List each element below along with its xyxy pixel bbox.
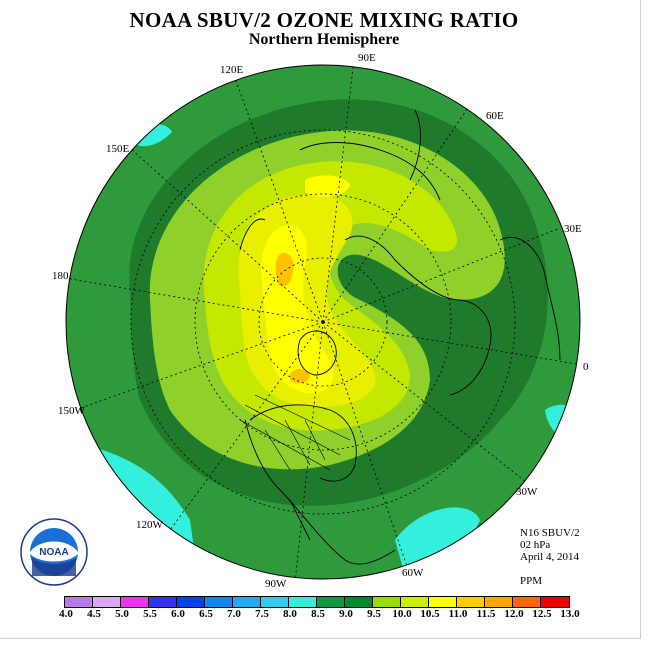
colorbar-tick-label: 11.0 xyxy=(448,608,468,620)
colorbar-swatch xyxy=(205,597,233,607)
coastline-europe xyxy=(344,235,492,396)
colorbar-tick-label: 11.5 xyxy=(476,608,496,620)
colorbar-tick-label: 8.0 xyxy=(283,608,297,620)
meridian-120w xyxy=(169,321,324,531)
colorbar-swatch xyxy=(541,597,569,607)
colorbar-swatch xyxy=(345,597,373,607)
meridian-90w xyxy=(294,321,324,579)
lon-label-90e: 90E xyxy=(358,52,376,64)
coastline-asia-north xyxy=(299,142,441,201)
figure-frame xyxy=(0,0,641,639)
band-11-0-b xyxy=(290,368,310,384)
latitude-circle-30 xyxy=(130,129,516,515)
logo-text: NOAA xyxy=(39,547,68,558)
lon-label-30e: 30E xyxy=(564,223,582,235)
colorbar-tick-label: 9.5 xyxy=(367,608,381,620)
colorbar-swatch xyxy=(121,597,149,607)
colorbar-tick-label: 12.5 xyxy=(532,608,552,620)
colorbar-tick-label: 6.5 xyxy=(199,608,213,620)
coastline-greenland xyxy=(297,330,337,376)
lon-label-120e: 120E xyxy=(220,64,244,76)
info-units: PPM xyxy=(520,575,543,587)
noaa-logo: NOAA xyxy=(16,518,92,591)
longitude-labels: 90E 60E 30E 0 30W 60W 90W 120W 150W 180 … xyxy=(52,52,589,590)
lon-label-150e: 150E xyxy=(106,143,130,155)
lon-label-90w: 90W xyxy=(265,578,287,590)
meridian-0 xyxy=(322,321,580,366)
coastline-central-america xyxy=(289,499,311,541)
colorbar-tick-label: 5.0 xyxy=(115,608,129,620)
colorbar-tick-label: 12.0 xyxy=(504,608,524,620)
colorbar-tick-label: 4.0 xyxy=(59,608,73,620)
page-title: NOAA SBUV/2 OZONE MIXING RATIO xyxy=(129,8,519,32)
colorbar-swatch xyxy=(149,597,177,607)
colorbar-swatch xyxy=(177,597,205,607)
coastline-india xyxy=(409,109,421,181)
meridian-180 xyxy=(66,277,324,323)
colorbar-swatch xyxy=(261,597,289,607)
noaa-emblem: NOAA xyxy=(20,518,88,586)
meridian-150w xyxy=(74,321,324,411)
meridian-120e xyxy=(234,77,324,323)
colorbar-tick-label: 10.5 xyxy=(420,608,440,620)
info-level: 02 hPa xyxy=(520,539,551,551)
colorbar-tick-label: 5.5 xyxy=(143,608,157,620)
colorbar-swatch xyxy=(233,597,261,607)
ozone-field xyxy=(66,65,580,579)
colorbar-tick-label: 13.0 xyxy=(560,608,580,620)
colorbar-swatch xyxy=(485,597,513,607)
meridian-60e xyxy=(322,104,471,323)
map-border xyxy=(65,64,581,580)
coastlines xyxy=(239,109,561,565)
lon-label-60e: 60E xyxy=(486,110,504,122)
colorbar-tick-label: 6.0 xyxy=(171,608,185,620)
coastline-alaska xyxy=(239,218,266,251)
lon-label-180: 180 xyxy=(52,270,69,282)
colorbar-swatch xyxy=(429,597,457,607)
coastline-north-america xyxy=(249,404,357,482)
us-grid xyxy=(239,394,351,471)
lon-label-60w: 60W xyxy=(402,567,424,579)
band-11-0-a xyxy=(275,253,294,287)
latitude-circle-70 xyxy=(258,257,388,387)
colorbar-ticks: 4.0 4.5 5.0 5.5 6.0 6.5 7.0 7.5 8.0 8.5 9.0 9.5 10.0… xyxy=(58,608,618,622)
latitude-circle-50 xyxy=(194,193,452,451)
colorbar-swatch xyxy=(93,597,121,607)
info-satellite: N16 SBUV/2 xyxy=(520,527,580,539)
coastline-africa-north xyxy=(499,237,561,361)
colorbar-swatch xyxy=(513,597,541,607)
graticule xyxy=(66,65,580,579)
lon-label-120w: 120W xyxy=(136,519,164,531)
coastline-americas xyxy=(244,419,396,565)
colorbar-swatch xyxy=(457,597,485,607)
colorbar-tick-label: 8.5 xyxy=(311,608,325,620)
colorbar-swatch xyxy=(289,597,317,607)
colorbar-swatch xyxy=(401,597,429,607)
colorbar-swatch xyxy=(317,597,345,607)
colorbar-tick-label: 10.0 xyxy=(392,608,412,620)
meridian-30w xyxy=(322,321,531,486)
lon-label-0: 0 xyxy=(583,361,589,373)
page-subtitle: Northern Hemisphere xyxy=(248,31,400,48)
lon-label-150w: 150W xyxy=(58,405,86,417)
colorbar xyxy=(64,596,570,608)
colorbar-tick-label: 9.0 xyxy=(339,608,353,620)
colorbar-tick-label: 4.5 xyxy=(87,608,101,620)
colorbar-tick-label: 7.0 xyxy=(227,608,241,620)
meridian-150e xyxy=(129,147,324,323)
grid-lines xyxy=(239,394,351,471)
colorbar-tick-label: 7.5 xyxy=(255,608,269,620)
info-date: April 4, 2014 xyxy=(520,551,579,563)
cyan-region-s xyxy=(395,507,480,575)
colorbar-swatch xyxy=(373,597,401,607)
colorbar-swatch xyxy=(65,597,93,607)
lon-label-30w: 30W xyxy=(516,486,538,498)
meridian-90e xyxy=(322,65,355,323)
